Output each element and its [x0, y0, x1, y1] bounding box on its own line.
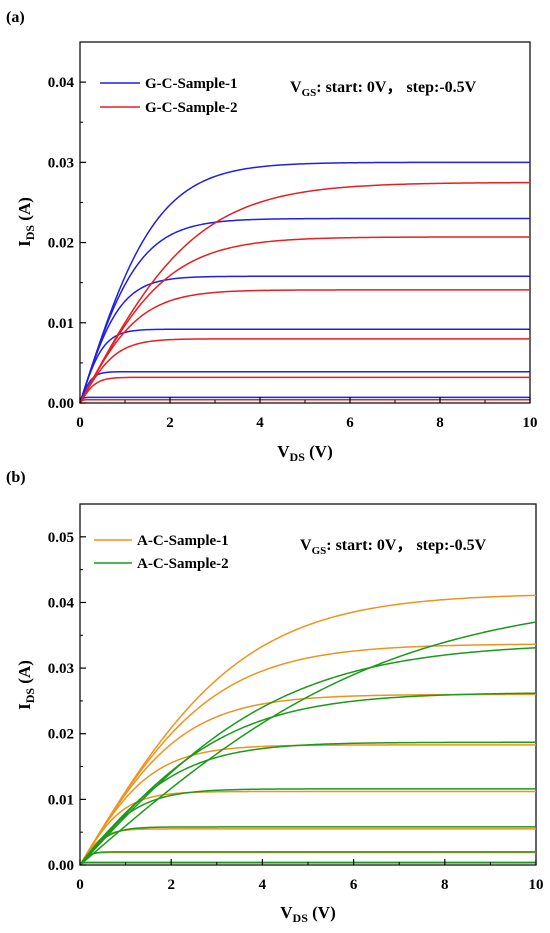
- curve-b-s1-6: [79, 828, 536, 866]
- y-tick-label-b: 0.02: [48, 727, 74, 743]
- legend-label-g1: G-C-Sample-1: [145, 76, 238, 92]
- curve-a-s2-6: [79, 399, 530, 404]
- curve-a-s2-5: [79, 376, 530, 404]
- x-tick-label-a: 8: [436, 415, 444, 431]
- panel-label-b: (b): [6, 469, 26, 486]
- curve-a-s2-1: [79, 181, 531, 404]
- curve-b-s1-2: [79, 643, 537, 866]
- legend-label-a1: A-C-Sample-1: [137, 533, 229, 549]
- curve-a-s1-5: [79, 370, 530, 404]
- y-axis-label-a: IDS (A): [15, 197, 37, 247]
- panel-label-a: (a): [6, 9, 25, 26]
- curve-b-s2-5: [79, 788, 536, 866]
- curve-a-s2-2: [79, 236, 530, 404]
- y-ticks-a: 0.00 0.01 0.02 0.03 0.04: [48, 75, 86, 412]
- x-tick-label-b: 8: [441, 877, 449, 893]
- curve-b-s1-1: [79, 594, 537, 866]
- x-tick-label-b: 10: [529, 877, 544, 893]
- curve-b-s1-4: [79, 744, 536, 866]
- x-ticks-a: 0 2 4 6 8 10: [76, 397, 538, 431]
- x-tick-label-a: 6: [346, 415, 354, 431]
- x-tick-label-a: 10: [523, 415, 538, 431]
- chart-panel-b: (b) 0 2 4 6 8 10 0.00 0.01 0.02 0.03 0.04 0.05 VDS…: [6, 469, 544, 925]
- curve-b-s2-6: [79, 826, 536, 866]
- y-axis-label-b: IDS (A): [15, 660, 37, 710]
- legend-label-a2: A-C-Sample-2: [137, 556, 229, 572]
- y-tick-label-b: 0.01: [48, 792, 74, 808]
- curve-b-s2-1: [79, 621, 537, 866]
- y-tick-label-a: 0.01: [48, 316, 74, 332]
- curve-b-s2-4: [79, 741, 536, 866]
- curve-a-s1-3: [79, 275, 530, 404]
- vgs-annotation-b: VGS: start: 0V， step:-0.5V: [300, 537, 487, 557]
- x-ticks-b: 0 2 4 6 8 10: [76, 859, 544, 893]
- curve-b-s2-2: [79, 647, 537, 866]
- y-tick-label-a: 0.03: [48, 155, 74, 171]
- y-tick-label-b: 0.03: [48, 661, 74, 677]
- curve-b-s1-3: [79, 693, 537, 866]
- x-axis-label-b: VDS (V): [280, 903, 335, 925]
- y-tick-label-a: 0.00: [48, 396, 74, 412]
- curve-b-s1-5: [79, 790, 536, 866]
- legend-label-g2: G-C-Sample-2: [145, 100, 238, 116]
- curve-a-s1-2: [79, 217, 530, 404]
- y-tick-label-a: 0.04: [48, 75, 75, 91]
- curves-a: [79, 161, 531, 404]
- x-tick-label-b: 2: [167, 877, 175, 893]
- vgs-annotation-a: VGS: start: 0V， step:-0.5V: [290, 79, 477, 99]
- curve-a-s1-1: [79, 161, 530, 404]
- curve-b-s2-7: [79, 851, 536, 866]
- legend-b: A-C-Sample-1 A-C-Sample-2: [94, 533, 229, 572]
- x-tick-label-a: 4: [256, 415, 264, 431]
- curve-a-s2-3: [79, 289, 530, 404]
- x-tick-label-b: 0: [76, 877, 84, 893]
- x-tick-label-b: 6: [350, 877, 358, 893]
- curve-a-s1-4: [79, 328, 530, 404]
- x-tick-label-a: 0: [76, 415, 84, 431]
- legend-a: G-C-Sample-1 G-C-Sample-2: [100, 76, 238, 116]
- curves-b: [79, 594, 537, 866]
- y-tick-label-a: 0.02: [48, 236, 74, 252]
- y-tick-label-b: 0.00: [48, 858, 74, 874]
- curve-b-s2-3: [79, 692, 537, 866]
- y-tick-label-b: 0.04: [48, 595, 75, 611]
- y-ticks-b: 0.00 0.01 0.02 0.03 0.04 0.05: [48, 530, 86, 874]
- y-tick-label-b: 0.05: [48, 530, 74, 546]
- curve-a-s1-6: [79, 396, 530, 404]
- x-tick-label-b: 4: [259, 877, 267, 893]
- x-axis-label-a: VDS (V): [277, 442, 332, 464]
- chart-panel-a: (a) 0 2 4 6 8 10 0.00 0.01 0.02 0.03 0.04 VDS (V)…: [6, 9, 538, 464]
- x-tick-label-a: 2: [166, 415, 174, 431]
- curve-a-s2-4: [79, 338, 530, 404]
